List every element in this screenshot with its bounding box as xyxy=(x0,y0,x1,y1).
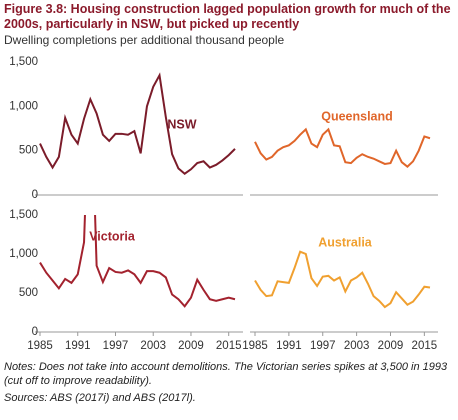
line xyxy=(39,215,236,308)
y-tick-label: 1,000 xyxy=(9,100,38,112)
series-label: NSW xyxy=(167,117,196,131)
chart-title: Figure 3.8: Housing construction lagged … xyxy=(4,2,451,31)
y-tick-label: 1,500 xyxy=(9,209,38,221)
series-label: Queensland xyxy=(321,109,393,123)
x-tick-label: 1991 xyxy=(65,340,91,352)
series-label: Australia xyxy=(318,235,373,249)
x-tick-label: 1985 xyxy=(242,340,268,352)
y-tick-label: 1,500 xyxy=(9,56,38,68)
line xyxy=(254,250,431,309)
y-tick-label: 500 xyxy=(19,287,38,299)
y-tick-label: 0 xyxy=(32,189,38,201)
x-tick-label: 2009 xyxy=(378,340,404,352)
line xyxy=(39,72,236,175)
x-tick-label: 1997 xyxy=(103,340,129,352)
x-tick-label: 1991 xyxy=(276,340,302,352)
x-tick-label: 2003 xyxy=(140,340,166,352)
x-tick-label: 2009 xyxy=(178,340,204,352)
chart: 0 500 1,000 1,500 NSW Queensland 0 500 1,000 1,50… xyxy=(9,56,438,352)
y-tick-label: 500 xyxy=(19,145,38,157)
x-tick-label: 1997 xyxy=(310,340,336,352)
x-tick-label: 2015 xyxy=(216,340,242,352)
notes: Notes: Does not take into account demoli… xyxy=(4,361,448,387)
x-tick-label: 1985 xyxy=(27,340,53,352)
x-tick-label: 2015 xyxy=(412,340,438,352)
series-label: Victoria xyxy=(89,229,136,243)
chart-subtitle: Dwelling completions per additional thou… xyxy=(4,33,285,47)
x-tick-label: 2003 xyxy=(344,340,370,352)
y-tick-label: 0 xyxy=(32,326,38,338)
sources: Sources: ABS (2017i) and ABS (2017l). xyxy=(4,392,196,404)
y-tick-label: 1,000 xyxy=(9,248,38,260)
line xyxy=(254,127,431,168)
